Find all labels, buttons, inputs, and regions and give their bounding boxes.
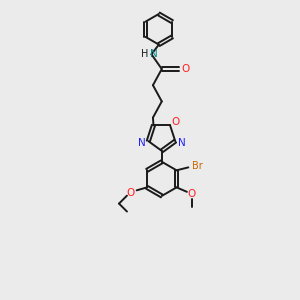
Text: N: N [178,138,186,148]
Text: N: N [138,138,146,148]
Text: O: O [172,117,180,128]
Text: O: O [127,188,135,198]
Text: O: O [181,64,190,74]
Text: N: N [150,49,158,59]
Text: O: O [188,189,196,199]
Text: Br: Br [192,161,203,171]
Text: H: H [141,49,149,59]
